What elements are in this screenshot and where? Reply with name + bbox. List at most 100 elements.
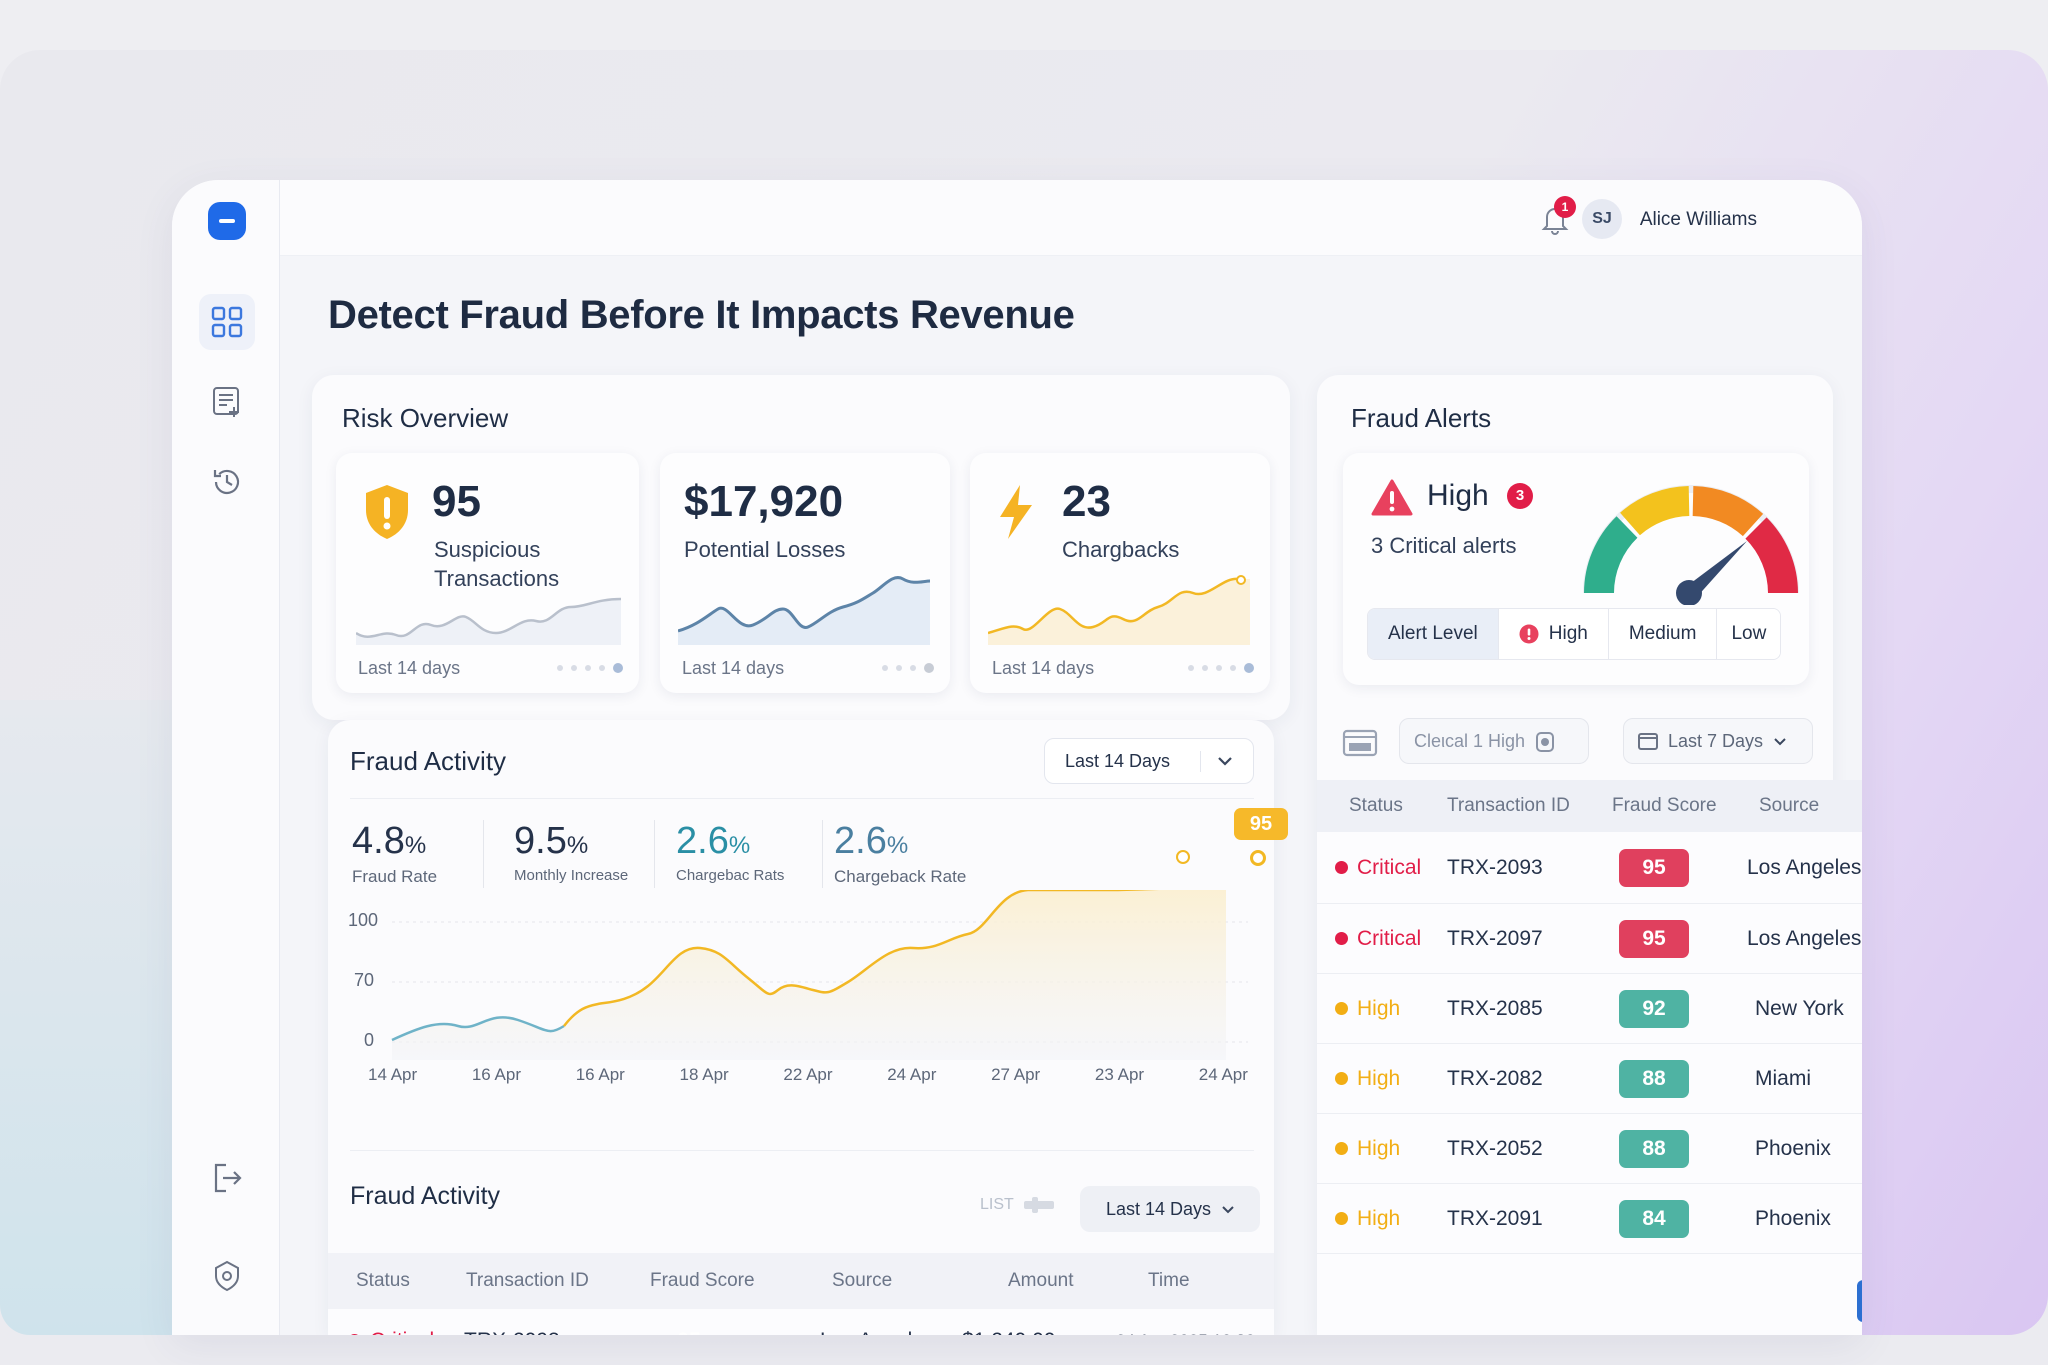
stat-card-suspicious[interactable]: 95 Suspicious Transactions Last 14 days [336, 453, 639, 693]
stat-footer: Last 14 days [358, 658, 461, 678]
divider [483, 820, 484, 888]
fraud-activity-list-range-select[interactable]: Last 14 Days [1080, 1186, 1260, 1232]
view-all-button[interactable]: View All [1857, 1280, 1862, 1322]
table-header: Status Transaction ID Fraud Score Source… [328, 1253, 1274, 1309]
chart-marker[interactable] [1176, 850, 1190, 864]
range-select-value: Last 7 Days [1668, 730, 1764, 751]
sidebar-item-logout[interactable] [199, 1150, 255, 1206]
kpi-label: Fraud Rate [352, 867, 438, 886]
time-cell: 24 Apr 2025 10.32 [1116, 1331, 1255, 1336]
table-row[interactable]: High TRX-2082 88 Miami $980.00 09:42 [1317, 1044, 1862, 1114]
list-add-icon [213, 387, 239, 417]
filter-pill[interactable]: Cleιcal 1 High [1399, 718, 1589, 764]
transaction-id: TRX-2052 [1447, 1136, 1543, 1160]
kpi-fraud-rate: 4.8% Fraud Rate [352, 820, 437, 887]
fraud-score-badge: 92 [1619, 989, 1689, 1028]
transaction-id: TRX-2097 [1447, 926, 1543, 950]
sidebar-item-dashboard[interactable] [199, 294, 255, 350]
x-tick: 22 Apr [783, 1065, 833, 1084]
column-header: Status [356, 1270, 410, 1291]
source-cell: Phoenix [1755, 1206, 1831, 1230]
pager-dots[interactable] [1188, 663, 1254, 673]
alert-level: High [1427, 479, 1489, 512]
status-text: High [1357, 1136, 1401, 1160]
table-row[interactable]: Critical TRX-2093 95 Los Angeles $1,240.… [328, 1309, 1274, 1335]
sidebar [172, 180, 280, 1335]
status-cell: High [1335, 997, 1400, 1021]
stat-card-losses[interactable]: $17,920 Potential Losses Last 14 days [660, 453, 950, 693]
notifications-button[interactable]: 1 [1538, 196, 1576, 236]
table-row[interactable]: High TRX-2052 88 Phoenix $920.50 07:38 [1317, 1114, 1862, 1184]
kpi-label: Chargebac Rats [676, 867, 785, 884]
sidebar-item-history[interactable] [199, 454, 255, 510]
sidebar-item-reports[interactable] [199, 374, 255, 430]
table-row[interactable]: High TRX-2091 84 Phoenix $620.50 17:25 [1317, 1184, 1862, 1254]
risk-gauge [1583, 485, 1799, 605]
x-tick: 23 Apr [1094, 1065, 1145, 1084]
stat-value: 23 [1062, 477, 1111, 526]
source-cell: Miami [1755, 1066, 1811, 1090]
divider [654, 820, 655, 888]
pager-dots[interactable] [557, 663, 623, 673]
sidebar-item-settings[interactable] [199, 1248, 255, 1304]
stat-card-chargebacks[interactable]: 23 Chargbacks Last 14 days [970, 453, 1270, 693]
fraud-score-badge: 95 [1619, 919, 1689, 958]
chart-callout: 95 [1234, 808, 1288, 840]
status-cell: High [1335, 1137, 1400, 1161]
chart-marker[interactable] [1250, 850, 1266, 866]
kpi-label: Monthly Increase [514, 867, 629, 884]
warning-triangle-icon [1371, 479, 1413, 516]
stat-value: $17,920 [684, 477, 844, 526]
list-view-toggle[interactable]: LIST [980, 1196, 1064, 1214]
top-bar: 1 SJ Alice Williams [280, 180, 1862, 256]
stat-value: 95 [432, 477, 481, 526]
fraud-score-badge: 88 [1619, 1129, 1689, 1168]
status-text: Critical [1357, 926, 1422, 950]
pager-dots[interactable] [882, 663, 934, 673]
column-header: Time [1148, 1270, 1190, 1291]
stat-label: Suspicious [434, 537, 541, 562]
background-accent [0, 700, 175, 1335]
column-header: Fraud Score [650, 1270, 755, 1291]
date-range-select[interactable]: Last 7 Days [1623, 718, 1813, 764]
table-row[interactable]: High TRX-2085 92 New York $965.75 09:42 [1317, 974, 1862, 1044]
fraud-score-badge: 88 [1619, 1059, 1689, 1098]
status-text: High [1357, 996, 1401, 1020]
kpi-unit: % [404, 832, 427, 859]
status-cell: Critical [1335, 856, 1421, 880]
divider [350, 1150, 1254, 1151]
fraud-activity-range-select[interactable]: Last 14 Days [1044, 738, 1254, 784]
x-tick: 24 Apr [1198, 1065, 1248, 1084]
stat-footer: Last 14 days [992, 658, 1095, 678]
avatar[interactable]: SJ [1582, 199, 1622, 239]
notification-badge: 1 [1554, 196, 1576, 218]
tab-low[interactable]: Low [1717, 609, 1781, 659]
column-header: Transaction ID [1447, 795, 1570, 816]
table-row[interactable]: Critical TRX-2097 95 Los Angeles $7600 0… [1317, 904, 1862, 974]
shield-gear-icon [215, 1260, 239, 1292]
critical-alerts-text: 3 Critical alerts [1371, 533, 1517, 558]
fraud-activity-list-title: Fraud Activity [350, 1182, 501, 1210]
timer-icon [1536, 732, 1555, 752]
app-logo[interactable] [208, 202, 246, 240]
fraud-score-badge: 84 [1619, 1199, 1689, 1238]
column-header: Amount [1008, 1270, 1074, 1291]
status-cell: High [1335, 1207, 1400, 1231]
sparkline-chart [678, 576, 930, 645]
y-tick: 0 [364, 1030, 375, 1050]
tab-medium[interactable]: Medium [1608, 609, 1718, 659]
fraud-alerts-table: Status Transaction ID Fraud Score Source… [1317, 780, 1862, 1335]
chevron-down-icon [1774, 737, 1786, 745]
table-row[interactable]: Critical TRX-2093 95 Los Angeles $1,240,… [1317, 832, 1862, 904]
status-text: High [1357, 1066, 1401, 1090]
chevron-down-icon [1218, 757, 1232, 766]
shield-alert-icon [366, 485, 408, 539]
grid-icon [211, 306, 243, 338]
x-tick: 14 Apr [368, 1065, 418, 1084]
tab-high[interactable]: High [1498, 609, 1609, 659]
user-name[interactable]: Alice Williams [1639, 209, 1757, 230]
list-label: LIST [980, 1196, 1014, 1213]
tab-alert-level[interactable]: Alert Level [1368, 609, 1499, 659]
calendar-grid-icon[interactable] [1341, 725, 1379, 759]
status-cell: High [1335, 1067, 1400, 1091]
